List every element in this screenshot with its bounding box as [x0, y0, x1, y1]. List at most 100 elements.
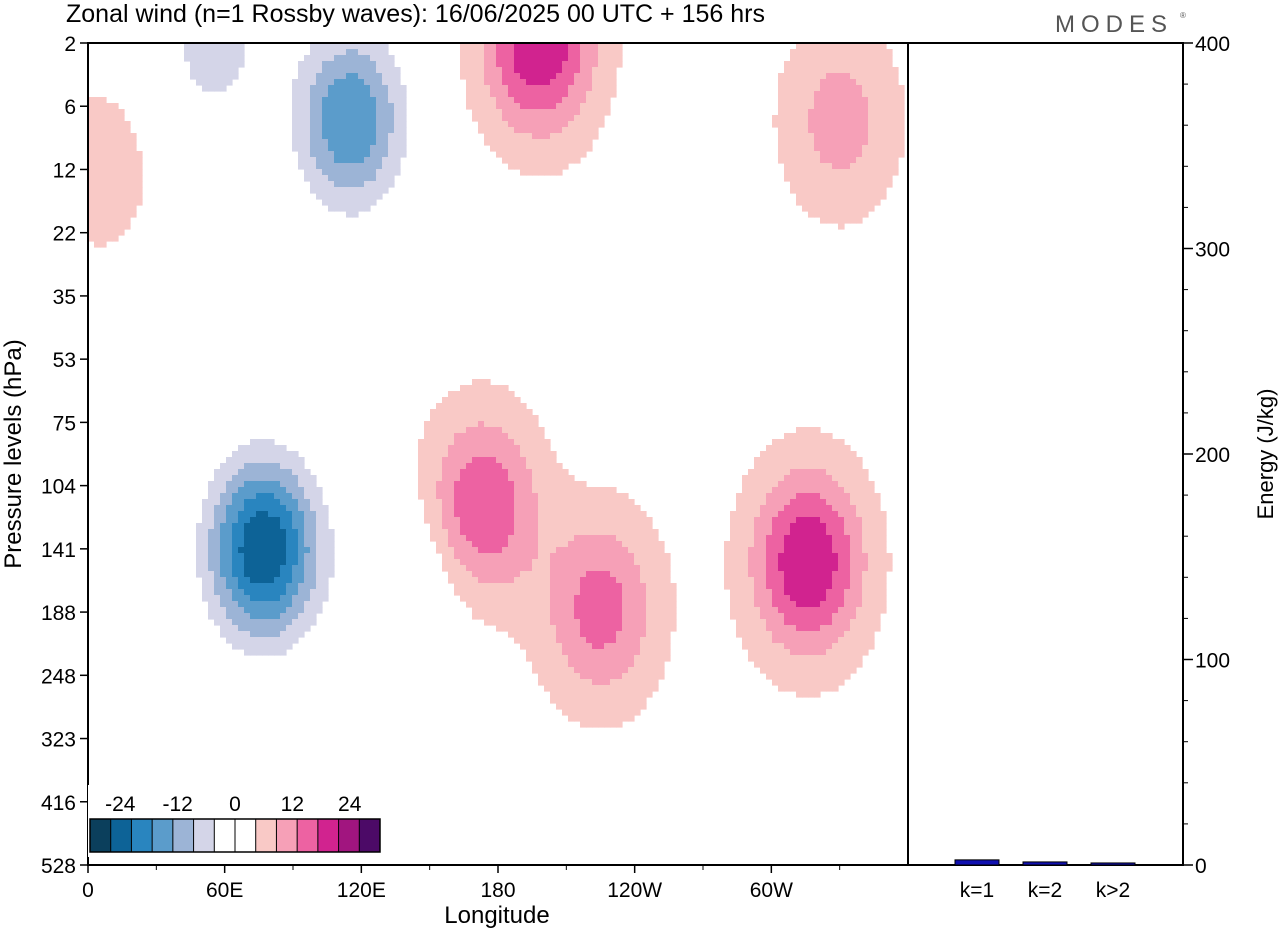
- contour-cell: [202, 589, 209, 596]
- contour-cell: [592, 511, 599, 518]
- contour-cell: [574, 691, 581, 698]
- contour-cell: [568, 679, 575, 686]
- contour-cell: [112, 121, 119, 128]
- contour-cell: [634, 625, 641, 632]
- contour-cell: [220, 601, 227, 608]
- contour-cell: [454, 565, 461, 572]
- contour-cell: [592, 517, 599, 524]
- contour-cell: [346, 199, 353, 206]
- contour-cell: [766, 613, 773, 620]
- contour-cell: [622, 625, 629, 632]
- contour-cell: [796, 469, 803, 476]
- contour-cell: [514, 121, 521, 128]
- contour-cell: [850, 127, 857, 134]
- contour-cell: [526, 601, 533, 608]
- contour-cell: [640, 661, 647, 668]
- contour-cell: [832, 517, 839, 524]
- contour-cell: [784, 601, 791, 608]
- contour-cell: [820, 133, 827, 140]
- contour-cell: [586, 589, 593, 596]
- contour-cell: [502, 577, 509, 584]
- contour-cell: [868, 535, 875, 542]
- contour-cell: [238, 631, 245, 638]
- contour-cell: [424, 433, 431, 440]
- contour-cell: [826, 73, 833, 80]
- contour-cell: [112, 205, 119, 212]
- contour-cell: [328, 535, 335, 542]
- contour-cell: [430, 445, 437, 452]
- contour-cell: [250, 535, 257, 542]
- contour-cell: [850, 103, 857, 110]
- contour-cell: [550, 121, 557, 128]
- contour-cell: [550, 469, 557, 476]
- contour-cell: [202, 511, 209, 518]
- contour-cell: [784, 151, 791, 158]
- contour-cell: [196, 571, 203, 578]
- contour-cell: [838, 565, 845, 572]
- contour-cell: [484, 457, 491, 464]
- contour-cell: [298, 127, 305, 134]
- contour-cell: [748, 613, 755, 620]
- contour-cell: [490, 547, 497, 554]
- contour-cell: [454, 403, 461, 410]
- contour-cell: [490, 529, 497, 536]
- contour-cell: [214, 79, 221, 86]
- contour-cell: [838, 499, 845, 506]
- contour-cell: [766, 637, 773, 644]
- contour-cell: [520, 121, 527, 128]
- contour-cell: [868, 139, 875, 146]
- contour-cell: [304, 139, 311, 146]
- contour-cell: [418, 475, 425, 482]
- energy-bars: k=1 k=2 k>2: [954, 859, 1136, 902]
- contour-cell: [838, 523, 845, 530]
- contour-cell: [520, 589, 527, 596]
- contour-cell: [580, 637, 587, 644]
- contour-cell: [526, 127, 533, 134]
- contour-cell: [856, 529, 863, 536]
- contour-cell: [778, 589, 785, 596]
- contour-cell: [484, 499, 491, 506]
- contour-cell: [250, 487, 257, 494]
- contour-cell: [550, 577, 557, 584]
- contour-cell: [808, 517, 815, 524]
- contour-cell: [796, 67, 803, 74]
- contour-cell: [532, 445, 539, 452]
- contour-cell: [508, 553, 515, 560]
- contour-cell: [124, 127, 131, 134]
- contour-cell: [886, 115, 893, 122]
- contour-cell: [526, 535, 533, 542]
- contour-cell: [298, 631, 305, 638]
- contour-cell: [250, 643, 257, 650]
- contour-cell: [856, 637, 863, 644]
- contour-cell: [766, 571, 773, 578]
- contour-cell: [334, 187, 341, 194]
- contour-cell: [94, 211, 101, 218]
- contour-cell: [874, 583, 881, 590]
- contour-cell: [364, 151, 371, 158]
- contour-cell: [604, 511, 611, 518]
- contour-cell: [448, 577, 455, 584]
- contour-cell: [256, 631, 263, 638]
- contour-cell: [634, 589, 641, 596]
- contour-cell: [472, 493, 479, 500]
- contour-cell: [640, 613, 647, 620]
- contour-cell: [514, 97, 521, 104]
- contour-cell: [262, 595, 269, 602]
- contour-cell: [214, 85, 221, 92]
- contour-cell: [754, 457, 761, 464]
- contour-cell: [568, 43, 575, 50]
- contour-cell: [340, 151, 347, 158]
- contour-cell: [472, 403, 479, 410]
- contour-cell: [262, 499, 269, 506]
- contour-cell: [478, 469, 485, 476]
- contour-cell: [310, 541, 317, 548]
- contour-cell: [556, 91, 563, 98]
- contour-cell: [814, 175, 821, 182]
- contour-cell: [832, 97, 839, 104]
- contour-cell: [322, 79, 329, 86]
- contour-cell: [838, 667, 845, 674]
- contour-cell: [328, 169, 335, 176]
- contour-cell: [274, 499, 281, 506]
- contour-cell: [250, 523, 257, 530]
- contour-cell: [370, 97, 377, 104]
